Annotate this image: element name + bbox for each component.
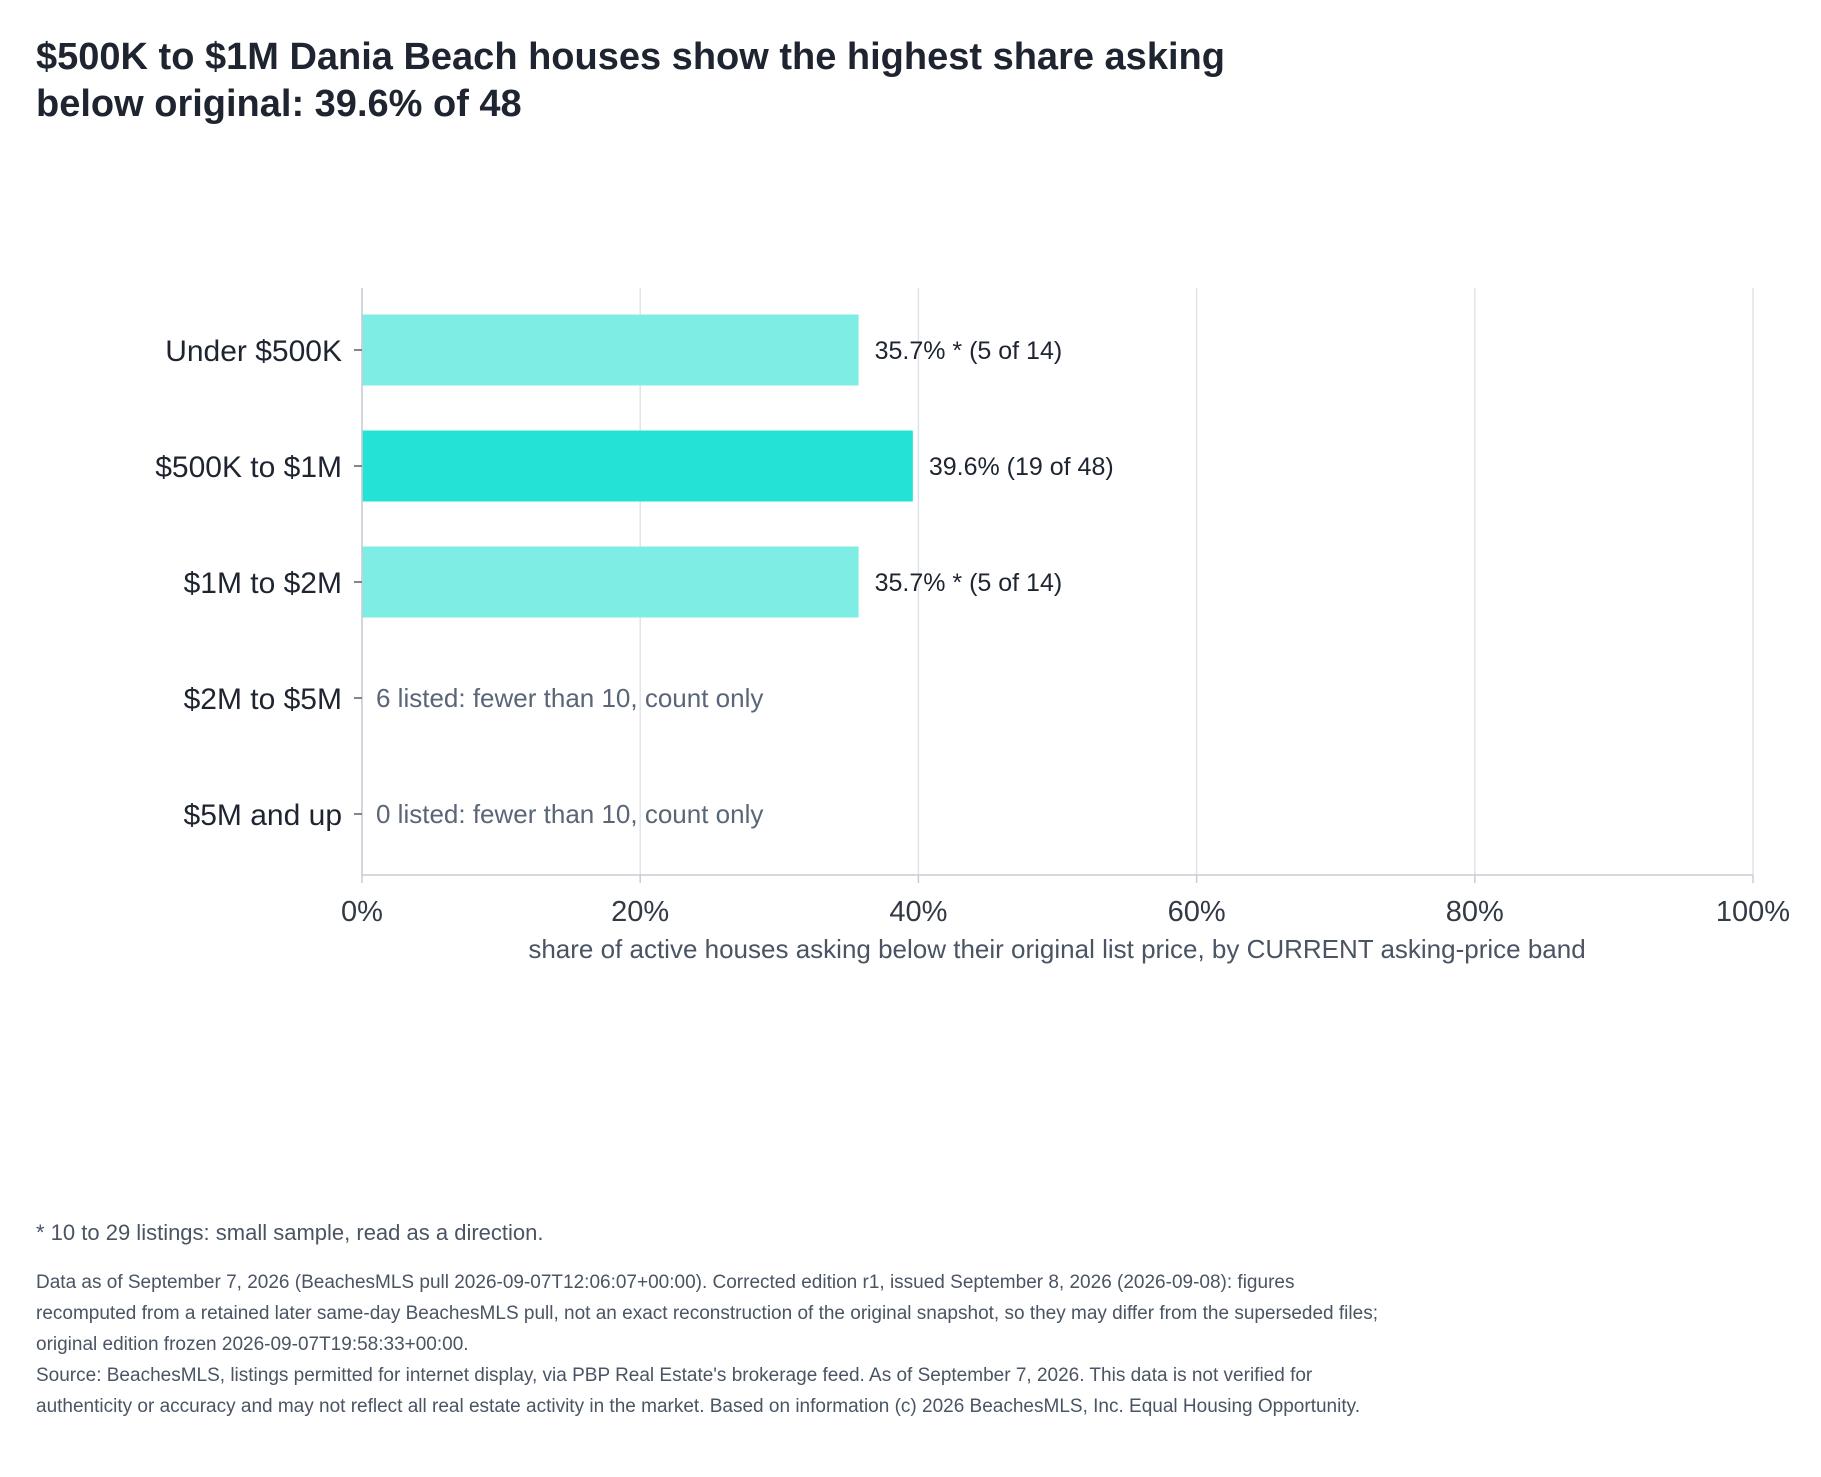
x-axis-title: share of active houses asking below thei…	[528, 934, 1585, 964]
data-note: Data as of September 7, 2026 (BeachesMLS…	[36, 1272, 1378, 1355]
category-label: $2M to $5M	[184, 683, 342, 716]
category-label: Under $500K	[165, 335, 342, 368]
category-label: $1M to $2M	[184, 567, 342, 600]
count-only-note: 6 listed: fewer than 10, count only	[376, 683, 763, 713]
source-text: Source: BeachesMLS, listings permitted f…	[36, 1365, 1360, 1417]
data-label: 35.7% * (5 of 14)	[875, 337, 1063, 365]
data-label: 35.7% * (5 of 14)	[875, 569, 1063, 597]
x-tick-label: 20%	[611, 896, 669, 928]
data-label: 39.6% (19 of 48)	[929, 453, 1114, 481]
x-tick-label: 40%	[889, 896, 947, 928]
x-tick-label: 0%	[341, 896, 383, 928]
bar	[362, 430, 913, 502]
x-tick-label: 80%	[1446, 896, 1504, 928]
category-label: $5M and up	[184, 799, 342, 832]
category-label: $500K to $1M	[155, 451, 342, 484]
x-tick-label: 60%	[1168, 896, 1226, 928]
source-notes: Data as of September 7, 2026 (BeachesMLS…	[36, 1267, 1396, 1422]
labels: 0% 20% 40% 60% 80% 100% Under $500K 35.7% * (5 …	[155, 335, 1790, 928]
x-tick-label: 100%	[1716, 896, 1790, 928]
bar-chart: 0% 20% 40% 60% 80% 100% Under $500K 35.7% * (5 …	[155, 288, 1790, 964]
axes	[354, 288, 1754, 883]
count-only-note: 0 listed: fewer than 10, count only	[376, 799, 763, 829]
bar	[362, 546, 859, 618]
bar	[362, 314, 859, 386]
footnote: * 10 to 29 listings: small sample, read …	[36, 1220, 544, 1245]
chart-title: $500K to $1M Dania Beach houses show the…	[36, 36, 1225, 125]
bars	[362, 314, 913, 618]
